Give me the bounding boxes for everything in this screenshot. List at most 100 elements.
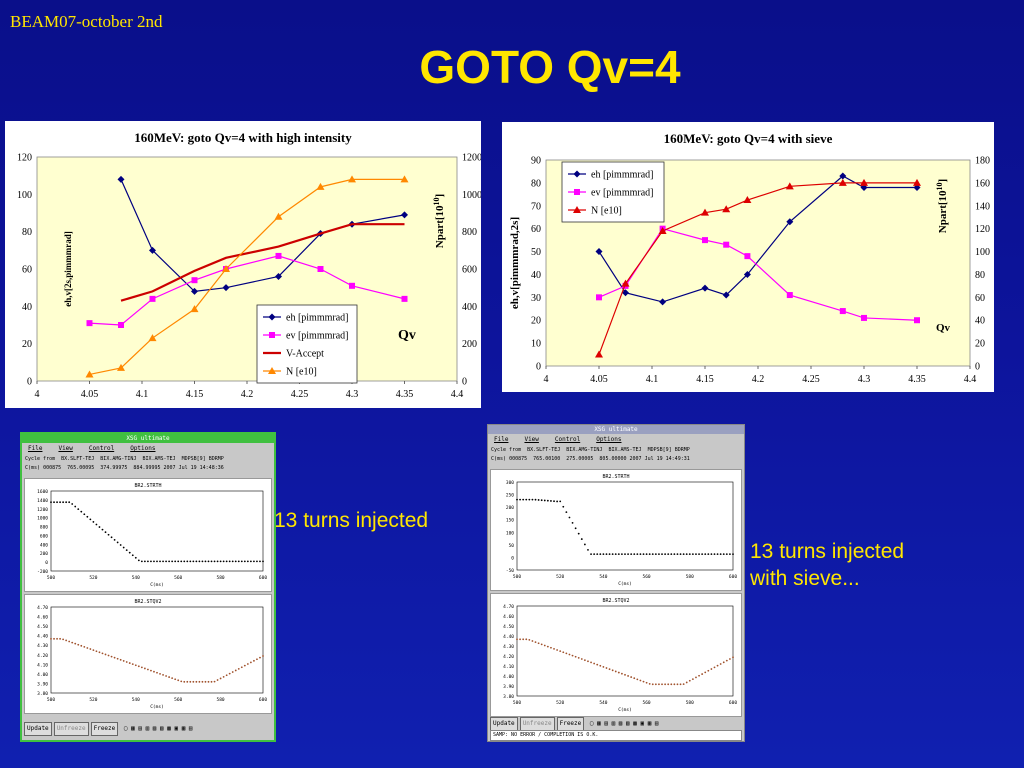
- xsg-trace-point: [691, 678, 694, 681]
- update-button[interactable]: Update: [490, 717, 518, 731]
- xsg-plot-title: BR2.STRTH: [134, 483, 161, 489]
- xsg-trace-point: [661, 553, 663, 556]
- xsg-trace-point: [688, 679, 691, 682]
- y2-tick-label: 600: [462, 265, 477, 276]
- unfreeze-button[interactable]: Unfreeze: [53, 722, 89, 736]
- menu-view[interactable]: View: [58, 445, 73, 452]
- xsg-trace-point: [243, 664, 246, 667]
- xsg-trace-point: [143, 667, 146, 670]
- toolbar-icons[interactable]: ▢ ▦ ▤ ▥ ▧ ▨ ▩ ▣ ▦ ▤: [589, 720, 659, 727]
- xsg-trace-point: [119, 544, 122, 546]
- caption-right-1: 13 turns injected: [750, 540, 905, 563]
- y2-tick-label: 400: [462, 302, 477, 313]
- xsg-trace-point: [210, 680, 213, 683]
- xsg-trace-point: [180, 560, 183, 563]
- xsg-y-tick-label: 4.00: [503, 674, 514, 680]
- xsg-trace-point: [104, 653, 107, 656]
- y-tick-label: 0: [536, 362, 541, 373]
- xsg-trace-point: [593, 553, 596, 556]
- xsg-trace-point: [153, 670, 155, 673]
- xsg-trace-point: [605, 553, 608, 556]
- xsg-trace-point: [134, 556, 137, 559]
- xsg-trace-point: [246, 560, 249, 563]
- data-point: [744, 253, 751, 260]
- xsg-x-tick-label: 580: [686, 700, 694, 706]
- chart-title: 160MeV: goto Qv=4 with sieve: [664, 131, 833, 146]
- xsg-trace-point: [225, 560, 228, 563]
- menu-file[interactable]: File: [28, 445, 43, 452]
- xsg-trace-point: [107, 654, 110, 657]
- menu-file[interactable]: File: [494, 436, 509, 443]
- toolbar-icons[interactable]: ▢ ▦ ▤ ▥ ▧ ▨ ▩ ▣ ▦ ▤: [123, 725, 193, 732]
- xsg-y-tick-label: 50: [509, 543, 515, 549]
- xsg-y-tick-label: 4.40: [37, 634, 48, 640]
- xsg-x-tick-label: 600: [729, 700, 737, 706]
- xsg-y-tick-label: 4.70: [37, 605, 48, 611]
- xsg-trace-point: [237, 667, 240, 670]
- window-titlebar[interactable]: XSG ultimate: [22, 434, 274, 443]
- xsg-trace-point: [119, 658, 122, 661]
- xsg-y-tick-label: 4.10: [503, 664, 514, 670]
- xsg-trace-point: [53, 501, 55, 504]
- xsg-trace-point: [246, 663, 249, 665]
- xsg-y-tick-label: 3.80: [503, 694, 514, 700]
- xsg-y-tick-label: 4.70: [503, 604, 514, 610]
- xsg-trace-point: [522, 498, 525, 501]
- menu-control[interactable]: Control: [554, 436, 581, 443]
- xsg-trace-point: [168, 676, 171, 678]
- menu-options[interactable]: Options: [130, 445, 156, 452]
- window-titlebar[interactable]: XSG ultimate: [488, 425, 744, 434]
- xsg-trace-point: [553, 647, 555, 650]
- xsg-trace-point: [174, 560, 177, 563]
- xsg-plot-frame: [516, 605, 734, 697]
- xsg-trace-point: [611, 669, 614, 672]
- y-tick-label: 100: [17, 190, 32, 201]
- xsg-x-tick-label: 600: [259, 575, 267, 581]
- menu-options[interactable]: Options: [596, 436, 622, 443]
- freeze-button[interactable]: Freeze: [90, 722, 119, 736]
- xsg-trace-point: [107, 533, 110, 536]
- y-axis-label: eh,v[pimmmrad,2s]: [509, 217, 521, 309]
- y-tick-label: 20: [531, 316, 541, 327]
- xsg-trace-point: [574, 527, 577, 530]
- menu-control[interactable]: Control: [88, 445, 115, 452]
- toolbar: Update Unfreeze Freeze ▢ ▦ ▤ ▥ ▧ ▨ ▩ ▣ ▦ ▤: [24, 722, 272, 736]
- xsg-trace-point: [116, 657, 119, 660]
- xsg-y-tick-label: 4.50: [37, 624, 48, 630]
- xsg-trace-point: [664, 683, 667, 686]
- freeze-button[interactable]: Freeze: [556, 717, 585, 731]
- xsg-trace-point: [707, 553, 710, 556]
- update-button[interactable]: Update: [24, 722, 52, 736]
- xsg-trace-point: [670, 683, 673, 686]
- xsg-trace-point: [62, 638, 65, 641]
- stqv2-plot: BR2.STQV2 4.70 4.60 4.50 4.40 4.30 4.20 4.10 4.0…: [24, 594, 272, 714]
- xsg-trace-point: [602, 553, 605, 556]
- chart-high-intensity: 160MeV: goto Qv=4 with high intensity 0 20…: [5, 121, 481, 408]
- series-line: [120, 223, 405, 302]
- xsg-trace-point: [617, 553, 620, 556]
- menu-view[interactable]: View: [524, 436, 539, 443]
- xsg-y-tick-label: 4.60: [37, 615, 48, 621]
- x-tick-label: 4.25: [802, 374, 820, 385]
- xsg-trace-point: [729, 658, 731, 660]
- data-point: [401, 295, 408, 302]
- xsg-trace-point: [654, 553, 657, 556]
- xsg-y-tick-label: 250: [506, 493, 514, 499]
- xsg-trace-point: [50, 501, 52, 504]
- y2-tick-label: 0: [462, 377, 467, 388]
- xsg-trace-point: [253, 659, 255, 662]
- unfreeze-button[interactable]: Unfreeze: [519, 717, 555, 731]
- xsg-trace-point: [201, 560, 204, 563]
- xsg-y-tick-label: 4.20: [503, 654, 514, 660]
- xsg-trace-point: [216, 560, 219, 563]
- y2-tick-label: 200: [462, 339, 477, 350]
- xsg-trace-point: [602, 666, 605, 668]
- chart-svg: 160MeV: goto Qv=4 with high intensity 0 20…: [17, 130, 481, 400]
- xsg-trace-point: [134, 664, 137, 667]
- xsg-x-tick-label: 520: [556, 574, 564, 580]
- xsg-trace-point: [159, 560, 161, 563]
- data-point: [743, 196, 752, 204]
- data-point: [149, 246, 156, 254]
- xsg-x-tick-label: 600: [729, 574, 737, 580]
- xsg-trace-point: [262, 560, 264, 563]
